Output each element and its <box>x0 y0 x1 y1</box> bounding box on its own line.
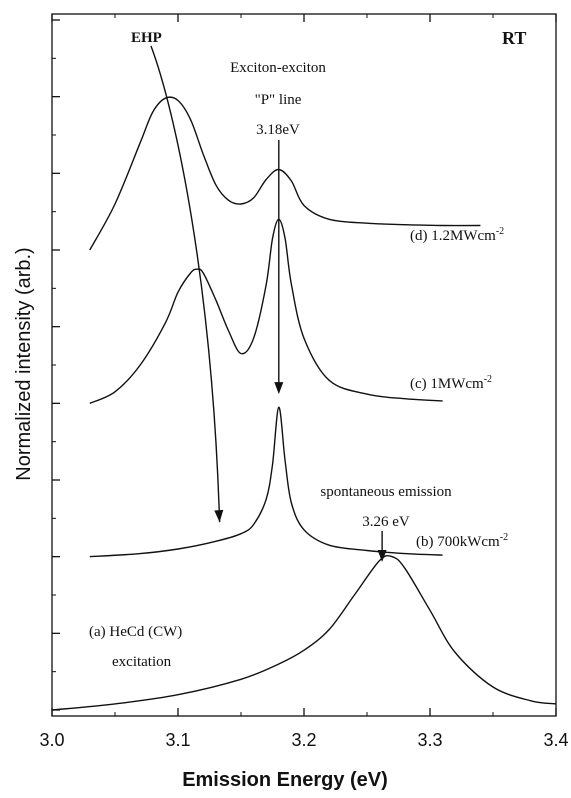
x-tick-label: 3.2 <box>291 730 316 750</box>
annotation-exciton-line2: "P" line <box>255 92 302 108</box>
x-tick-label: 3.3 <box>417 730 442 750</box>
plot-border <box>51 13 557 717</box>
annotation-spont-line2: 3.26 eV <box>362 514 410 530</box>
series-label-a-line2: excitation <box>112 654 172 670</box>
annotation-spont-line1: spontaneous emission <box>320 484 452 500</box>
series-c-1mw <box>89 218 443 404</box>
plot-frame <box>51 13 557 717</box>
x-tick-label: 3.1 <box>165 730 190 750</box>
series-label-d: (d) 1.2MWcm-2 <box>410 226 504 244</box>
annotation-exciton-line1: Exciton-exciton <box>230 60 326 76</box>
series-a-hecd <box>51 554 557 711</box>
annotation-exciton-line3: 3.18eV <box>256 122 300 138</box>
series-b-700k <box>89 406 443 558</box>
annotation-ehp: EHP <box>131 30 162 46</box>
ehp-arrow <box>150 45 221 523</box>
series-d-1p2mw <box>89 96 481 251</box>
x-axis-label: Emission Energy (eV) <box>182 769 388 791</box>
ehp-arrowhead <box>214 509 224 523</box>
series-layer <box>51 96 557 711</box>
x-tick-label: 3.0 <box>39 730 64 750</box>
series-label-a-line1: (a) HeCd (CW) <box>89 624 182 640</box>
spont-arrowhead <box>377 550 387 562</box>
series-label-c: (c) 1MWcm-2 <box>410 374 492 392</box>
corner-label: RT <box>502 28 526 48</box>
x-axis-ticks: 3.0 3.1 3.2 3.3 3.4 <box>39 14 569 750</box>
series-label-b: (b) 700kWcm-2 <box>416 532 508 550</box>
x-tick-label: 3.4 <box>543 730 568 750</box>
annotation-arrows <box>150 45 387 562</box>
y-axis-ticks <box>52 19 60 711</box>
y-axis-label: Normalized intensity (arb.) <box>13 247 35 480</box>
exciton-arrowhead <box>274 382 284 395</box>
